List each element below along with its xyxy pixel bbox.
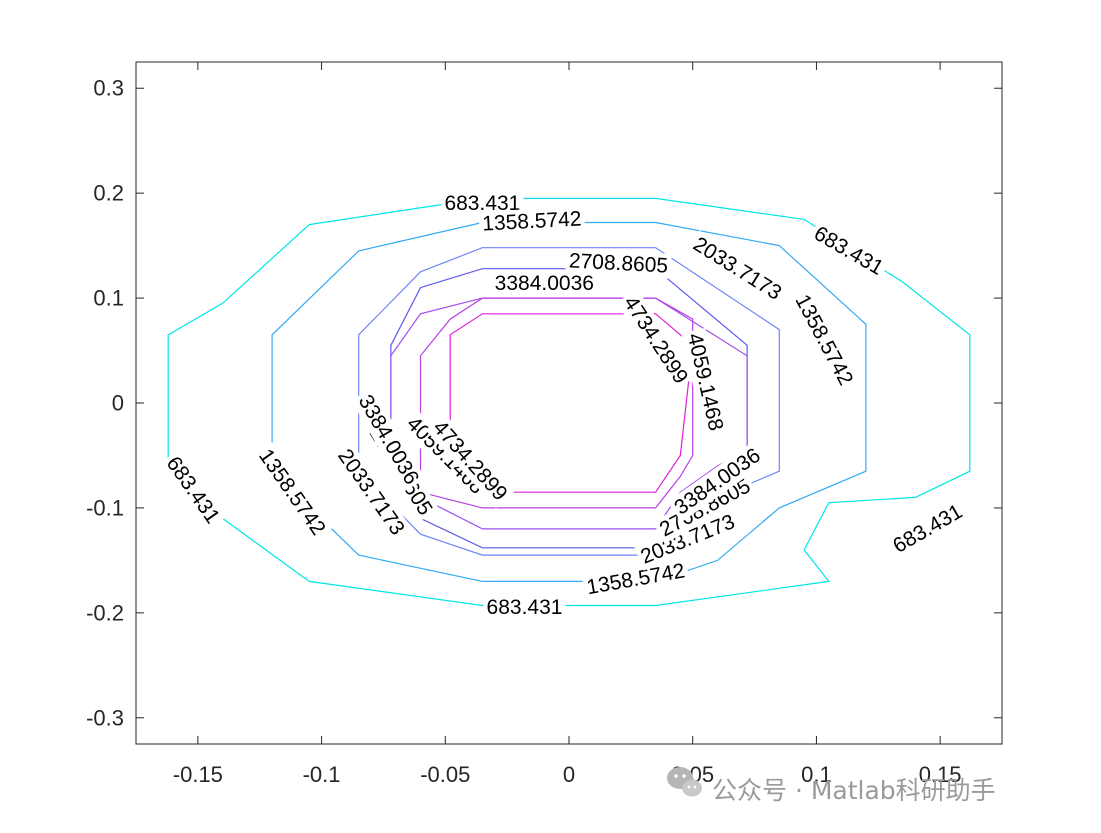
contour-label-backing — [159, 449, 227, 531]
contour-label-group: 1358.5742 — [478, 206, 586, 237]
contour-label: 1358.5742 — [482, 207, 582, 235]
y-tick-label: -0.1 — [86, 495, 124, 520]
watermark: 公众号 · Matlab科研助手 — [667, 767, 996, 805]
plot-background — [136, 62, 1002, 744]
contour-label-backing — [581, 557, 690, 601]
axes: -0.15 -0.1 -0.05 0 0.05 0.1 0.150.30.20.10-0.1… — [86, 61, 1003, 787]
y-tick-label: -0.2 — [86, 600, 124, 625]
contour-label: 3384.0036 — [495, 272, 594, 295]
y-tick-label: 0.1 — [93, 286, 124, 311]
x-tick-label: 0 — [563, 762, 575, 787]
contour-label: 683.431 — [487, 596, 563, 619]
contour-label-backing — [886, 497, 970, 561]
contour-label: 683.431 — [444, 192, 520, 215]
contour-label-backing — [399, 409, 492, 502]
contour-label-backing — [652, 472, 758, 544]
contour-label-group: 683.431 — [483, 595, 566, 621]
contour-line-1 — [167, 197, 971, 607]
contour-label-backing — [251, 441, 333, 543]
x-tick-label: 0.15 — [919, 762, 962, 787]
x-tick-label: -0.05 — [420, 762, 470, 787]
contour-label-backing — [686, 230, 789, 308]
contour-label-backing — [425, 413, 515, 509]
contour-label-backing — [806, 219, 891, 283]
y-tick-label: -0.3 — [86, 705, 124, 730]
contour-label-backing — [634, 508, 742, 571]
contour-label-backing — [483, 595, 566, 621]
contour-label-group: 3384.0036 — [491, 270, 597, 296]
x-tick-label: 0.1 — [801, 762, 832, 787]
contour-line-5 — [390, 297, 748, 530]
contour-label-backing — [351, 387, 426, 492]
y-tick-label: 0 — [112, 391, 124, 416]
contour-label-backing — [491, 270, 597, 296]
watermark-text: 公众号 · Matlab科研助手 — [712, 776, 996, 805]
contour-label-backing — [788, 287, 860, 393]
plot-area — [136, 62, 1002, 744]
wechat-icon — [667, 767, 702, 797]
contour-line-7 — [449, 313, 694, 493]
contour-label-backing — [681, 327, 730, 437]
contour-label-backing — [330, 441, 412, 543]
contour-line-6 — [419, 297, 694, 509]
contour-label-backing — [667, 441, 768, 523]
y-tick-label: 0.2 — [93, 181, 124, 206]
x-tick-label: -0.1 — [303, 762, 341, 787]
x-tick-label: -0.15 — [173, 762, 223, 787]
y-tick-label: 0.3 — [93, 76, 124, 101]
contour-label-backing — [478, 206, 586, 237]
contour-label-backing — [616, 289, 695, 391]
